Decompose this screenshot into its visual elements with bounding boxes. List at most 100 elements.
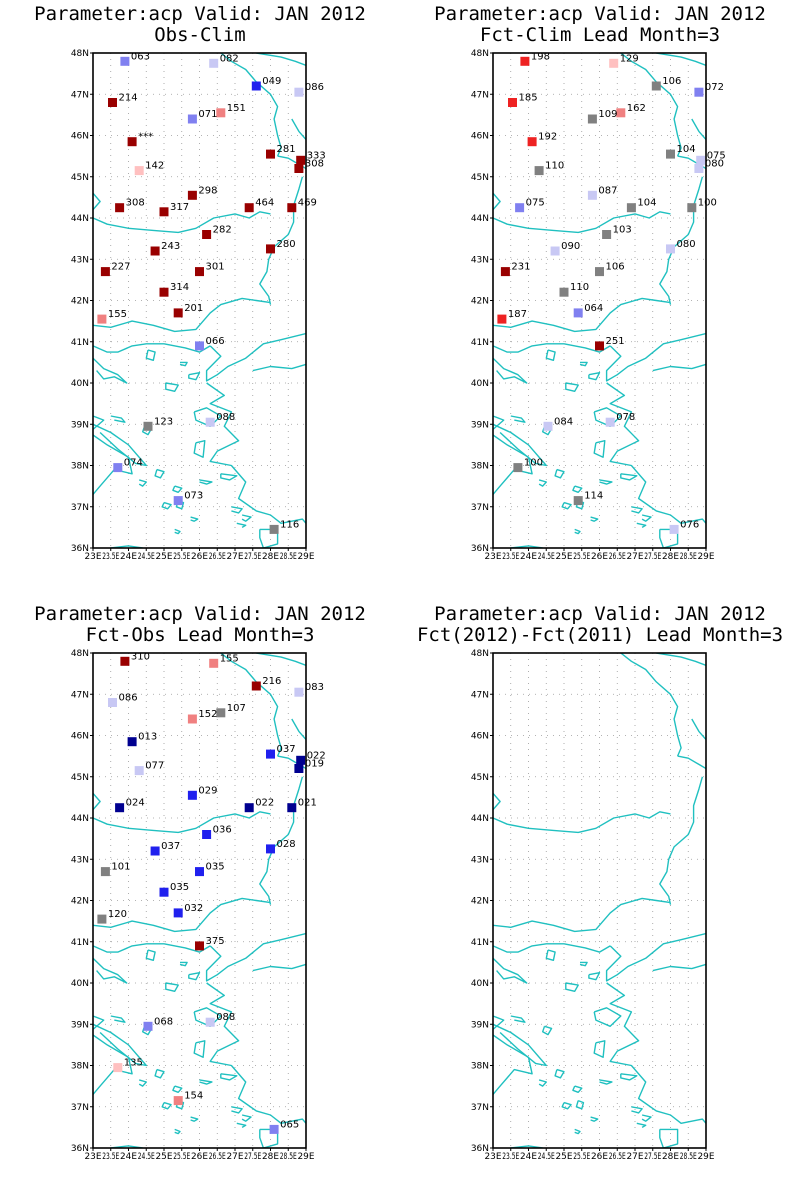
coastline [252, 363, 306, 372]
lat-tick-label: 39N [471, 1020, 489, 1030]
station-marker [216, 708, 226, 718]
station-value-label: 214 [119, 93, 138, 104]
coastline [110, 415, 126, 423]
coastline [145, 349, 156, 361]
station-marker [296, 155, 306, 165]
coastline [493, 943, 611, 953]
lat-tick-label: 40N [471, 379, 489, 389]
coastline [656, 653, 706, 667]
station-value-label: 019 [305, 759, 324, 770]
station-value-label: 032 [184, 903, 203, 914]
lon-tick-label: 25E [156, 1152, 173, 1162]
lon-tick-label: 25E [156, 552, 173, 562]
coastline [593, 407, 622, 427]
panel-title-line1: Parameter:acp Valid: JAN 2012 [434, 603, 766, 625]
coastline [493, 811, 671, 834]
coastline [579, 361, 588, 367]
coastline [545, 949, 556, 961]
station-marker [159, 287, 169, 297]
lon-tick-label: 29E [298, 1152, 315, 1162]
panel-title-line2: Fct(2012)-Fct(2011) Lead Month=3 [417, 624, 783, 646]
station-value-label: 375 [206, 936, 225, 947]
lat-tick-label: 46N [71, 732, 89, 742]
coastline [252, 963, 306, 972]
station-marker [294, 164, 304, 173]
station-value-label: 075 [707, 150, 726, 161]
station-value-label: 185 [519, 93, 538, 104]
lat-tick-label: 41N [71, 938, 89, 948]
lat-tick-label: 38N [71, 1062, 89, 1072]
station-marker [513, 463, 523, 473]
station-marker [202, 830, 212, 839]
station-marker [173, 908, 183, 918]
coastline [574, 528, 581, 535]
station-value-label: 116 [280, 519, 299, 530]
station-value-label: 142 [145, 161, 164, 172]
station-value-label: 107 [227, 703, 246, 714]
station-value-label: 065 [280, 1119, 299, 1130]
lat-tick-label: 43N [71, 855, 89, 865]
station-value-label: 135 [124, 1058, 143, 1069]
coastline [641, 1114, 652, 1122]
coastline [165, 382, 179, 392]
lon-tick-label: 27E [627, 1152, 644, 1162]
coastline [691, 118, 706, 141]
coastline [161, 1101, 172, 1110]
station-value-label: 087 [598, 185, 617, 196]
station-value-label: 071 [198, 109, 217, 120]
station-value-label: 151 [227, 103, 246, 114]
coastline [291, 718, 306, 741]
lat-tick-label: 42N [471, 297, 489, 307]
station-marker [143, 421, 153, 431]
station-value-label: 022 [255, 798, 274, 809]
station-marker [209, 658, 219, 668]
coastline [620, 53, 682, 157]
coastline [493, 792, 501, 811]
panel-title-line1: Parameter:acp Valid: JAN 2012 [34, 603, 366, 625]
coastline [620, 1073, 638, 1081]
coastline [493, 297, 671, 333]
coastline [241, 1114, 252, 1122]
lat-tick-label: 38N [71, 462, 89, 472]
coastline [138, 1079, 147, 1087]
lat-tick-label: 44N [471, 214, 489, 224]
station-marker [216, 108, 226, 118]
lon-tick-label: 28.5E [680, 552, 697, 562]
coastline [574, 1128, 581, 1135]
station-value-label: 106 [606, 262, 625, 273]
station-value-label: 086 [305, 82, 324, 93]
coastline [174, 528, 181, 535]
coastline [579, 961, 588, 967]
lat-tick-label: 43N [471, 255, 489, 265]
station-marker [497, 314, 507, 324]
coastline [659, 776, 704, 905]
lat-tick-label: 45N [71, 773, 89, 783]
coastline [93, 792, 101, 811]
coastline [236, 1122, 247, 1129]
coastline [193, 1007, 222, 1027]
station-marker [205, 417, 215, 427]
coastline [145, 949, 156, 961]
lon-tick-label: 28E [662, 552, 679, 562]
station-marker [694, 87, 704, 97]
lat-tick-label: 39N [71, 420, 89, 430]
lon-tick-label: 25.5E [173, 552, 190, 562]
station-value-label: 074 [124, 458, 143, 469]
station-value-label: 064 [584, 303, 603, 314]
lon-tick-label: 28.5E [280, 552, 297, 562]
station-value-label: 243 [161, 241, 180, 252]
lon-tick-label: 24E [520, 1152, 537, 1162]
lat-tick-label: 45N [71, 173, 89, 183]
station-marker [205, 1017, 215, 1027]
lon-tick-label: 24E [520, 552, 537, 562]
station-marker [687, 203, 697, 213]
coastline [538, 1079, 547, 1087]
station-marker [269, 524, 279, 534]
lon-tick-label: 26.5E [609, 1152, 626, 1162]
lat-tick-label: 36N [71, 544, 89, 554]
lat-tick-label: 40N [471, 979, 489, 989]
station-marker [287, 803, 297, 813]
station-marker [587, 190, 597, 200]
